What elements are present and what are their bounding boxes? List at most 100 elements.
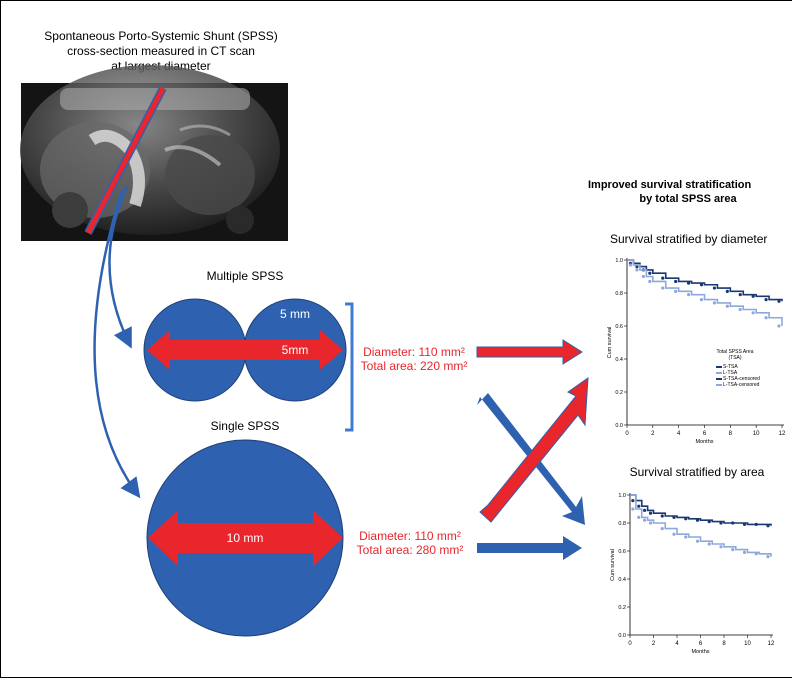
multiple-top-label: 5 mm: [280, 307, 310, 321]
chart1-legend: S-TSA L-TSA S-TSA-censored L-TSA-censored: [716, 364, 760, 388]
chart2-censor-mark: [631, 507, 635, 511]
chart1-xtick-label: 4: [677, 431, 681, 437]
chart1-censor-mark: [635, 268, 639, 272]
chart2-censor-mark: [731, 548, 735, 552]
chart1-censor-mark: [712, 286, 717, 290]
multiple-diameter-text: Diameter: 110 mm²: [363, 345, 465, 359]
chart1-xtick-label: 6: [703, 431, 707, 437]
chart1-legend-swatch: [716, 371, 722, 374]
chart1-ytick-label: 0.6: [615, 324, 623, 330]
chart1-censor-mark: [725, 304, 729, 308]
chart1-censor-mark: [738, 293, 742, 297]
chart2-censor-mark: [707, 542, 711, 546]
chart1-censor-mark: [661, 276, 665, 280]
chart1-ytick-label: 0.0: [615, 423, 623, 429]
chart1-legend-label: S-TSA: [723, 364, 738, 370]
single-double-arrow: [148, 510, 343, 566]
chart2-censor-mark: [660, 514, 664, 518]
chart1-legend-swatch: [716, 365, 722, 368]
chart2-censor-mark: [754, 522, 758, 527]
arrow-single-to-diameter: [479, 376, 589, 523]
chart2-censor-mark: [684, 517, 688, 521]
chart1-legend-swatch: [716, 377, 722, 380]
chart2-censor-mark: [742, 550, 747, 555]
ct-measure-line: [85, 86, 166, 235]
arrow-to-multiple: [108, 184, 132, 349]
chart2-censor-mark: [719, 545, 723, 549]
chart1-series-S-TSA: [627, 259, 783, 302]
multiple-title: Multiple SPSS: [206, 269, 284, 283]
chart1-series-L-TSA: [627, 259, 783, 326]
chart2-censor-mark: [637, 504, 641, 508]
chart1-title: Survival stratified by diameter: [610, 232, 768, 246]
chart1-censor-mark: [674, 289, 678, 293]
chart2-xtick-label: 6: [699, 641, 703, 647]
chart1-censor-mark: [641, 274, 645, 279]
chart2-xtick-label: 12: [768, 641, 775, 647]
chart1-censor-mark: [628, 263, 633, 267]
chart2-xtick-label: 8: [722, 641, 726, 647]
arrow-single-to-area: [477, 536, 582, 560]
chart2-censor-mark: [643, 518, 647, 522]
chart2-censor-mark: [695, 539, 700, 543]
chart1-xtick-label: 8: [729, 431, 733, 437]
single-title: Single SPSS: [210, 419, 280, 433]
chart2-censor-mark: [637, 515, 641, 520]
chart2-xtick-label: 10: [744, 641, 751, 647]
chart2-xtick-label: 4: [675, 641, 679, 647]
chart2-censor-mark: [719, 521, 723, 525]
chart1-censor-mark: [686, 281, 691, 285]
chart1-censor-mark: [738, 307, 742, 312]
ct-caption-line-1: Spontaneous Porto-Systemic Shunt (SPSS): [44, 29, 278, 43]
arrow-multiple-to-diameter: [476, 339, 583, 365]
chart1-censor-mark: [751, 294, 755, 298]
chart2-ytick-label: 0.6: [618, 549, 626, 555]
chart1-ylabel: Cum survival: [607, 327, 613, 359]
chart1-xtick-label: 10: [753, 431, 760, 437]
multiple-area-text: Total area: 220 mm²: [360, 359, 468, 373]
ct-caption-line-2: cross-section measured in CT scan: [67, 44, 255, 58]
chart2-ytick-label: 1.0: [618, 493, 626, 499]
chart2-censor-mark: [731, 521, 735, 525]
chart1-censor-mark: [699, 283, 704, 287]
chart2-ytick-label: 0.0: [618, 633, 626, 639]
chart1-censor-mark: [686, 293, 691, 297]
chart2-censor-mark: [660, 527, 664, 531]
chart2-censor-mark: [643, 508, 647, 512]
chart1-censor-mark: [777, 299, 781, 303]
chart1-xtick-label: 0: [625, 431, 629, 437]
chart2-title: Survival stratified by area: [629, 465, 765, 479]
chart2-ytick-label: 0.8: [618, 521, 626, 527]
chart2-xtick-label: 0: [628, 641, 632, 647]
multiple-bracket: [345, 302, 354, 432]
chart2-xtick-label: 2: [652, 641, 656, 647]
chart1-censor-mark: [674, 279, 678, 284]
ct-scan-image: [20, 65, 288, 241]
chart2-ytick-label: 0.2: [618, 605, 626, 611]
chart1-ytick-label: 1.0: [615, 258, 623, 264]
chart1-xlabel: Months: [695, 439, 713, 445]
single-label: 10 mm: [226, 531, 264, 545]
chart1-legend-entry: S-TSA: [716, 364, 760, 370]
chart1-censor-mark: [661, 286, 665, 290]
chart1-xtick-label: 12: [779, 431, 786, 437]
chart2-series-L-TSA: [630, 494, 772, 557]
chart1-censor-mark: [777, 324, 781, 328]
chart1-censor-mark: [764, 298, 768, 302]
chart1-legend-entry: S-TSA-censored: [716, 376, 760, 382]
chart1-legend-label: S-TSA-censored: [723, 376, 760, 382]
chart1-xtick-label: 2: [651, 431, 655, 437]
chart1-ytick-label: 0.8: [615, 291, 623, 297]
chart1-censor-mark: [725, 289, 729, 293]
chart1-legend-entry: L-TSA-censored: [716, 382, 760, 388]
multiple-double-arrow: [147, 330, 343, 370]
single-diameter-text: Diameter: 110 mm²: [359, 529, 461, 543]
chart1-legend-label: L-TSA-censored: [723, 382, 760, 388]
chart1-censor-mark: [699, 298, 704, 302]
chart2-censor-mark: [672, 532, 676, 536]
single-area-text: Total area: 280 mm²: [356, 543, 464, 557]
chart1-censor-mark: [751, 311, 755, 315]
chart1-legend-label: L-TSA: [723, 370, 738, 376]
